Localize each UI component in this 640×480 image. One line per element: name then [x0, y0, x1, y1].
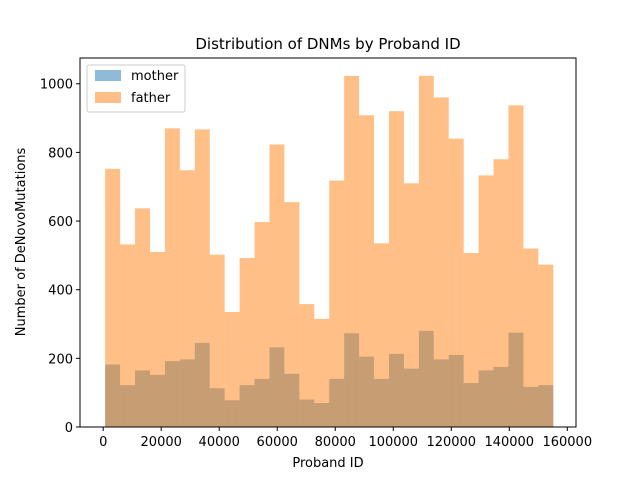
father-bar [179, 170, 195, 428]
father-bar [314, 318, 330, 427]
plot-frame [79, 57, 577, 428]
father-bar [448, 138, 464, 428]
x-tick-label: 80000 [315, 435, 356, 450]
x-tick-label: 40000 [199, 435, 240, 450]
father-bar [433, 97, 449, 427]
series-father [105, 75, 554, 428]
y-axis-title: Number of DeNovoMutations [14, 148, 29, 337]
father-bar [149, 251, 165, 427]
father-bar [523, 248, 539, 427]
father-bar [284, 202, 300, 427]
x-tick-label: 120000 [426, 435, 476, 450]
x-tick-label: 160000 [542, 435, 592, 450]
father-bar [374, 243, 389, 427]
father-bar [388, 111, 404, 427]
father-bar [269, 144, 285, 427]
legend-label-father: father [131, 91, 171, 106]
father-bar [209, 254, 225, 427]
y-tick-label: 0 [65, 421, 73, 436]
y-axis: 0 200 400 600 800 1000 [40, 78, 80, 436]
father-bar [478, 175, 494, 427]
legend-swatch-father [95, 92, 121, 103]
chart-title: Distribution of DNMs by Proband ID [195, 35, 460, 53]
father-bar [463, 252, 479, 427]
legend-label-mother: mother [131, 69, 179, 84]
father-bar [329, 180, 345, 427]
y-tick-label: 600 [48, 215, 73, 230]
father-bar [403, 183, 419, 427]
y-tick-label: 800 [48, 146, 73, 161]
father-bar [254, 222, 270, 427]
x-tick-label: 60000 [257, 435, 298, 450]
father-bar [224, 312, 240, 427]
father-bar [418, 75, 434, 427]
y-tick-label: 200 [48, 352, 73, 367]
x-tick-label: 140000 [484, 435, 534, 450]
father-bar [359, 115, 375, 427]
x-axis-title: Proband ID [292, 456, 363, 471]
y-tick-label: 1000 [40, 78, 73, 93]
father-bar [538, 264, 554, 427]
father-bar [194, 129, 210, 427]
father-bar [239, 258, 255, 427]
father-bar [120, 244, 136, 427]
legend: mother father [86, 64, 186, 113]
father-bar [105, 168, 121, 427]
legend-swatch-mother [95, 70, 121, 81]
x-tick-label: 20000 [141, 435, 182, 450]
father-bar [344, 75, 360, 427]
y-tick-label: 400 [48, 284, 73, 299]
x-axis: 0 20000 40000 60000 80000 100000 120000 140000 1… [99, 427, 592, 450]
x-tick-label: 100000 [368, 435, 418, 450]
father-bar [135, 208, 150, 427]
father-bar [508, 105, 524, 428]
father-bar [164, 128, 180, 428]
father-bar [493, 159, 509, 427]
x-tick-label: 0 [99, 435, 107, 450]
father-bar [299, 304, 315, 427]
